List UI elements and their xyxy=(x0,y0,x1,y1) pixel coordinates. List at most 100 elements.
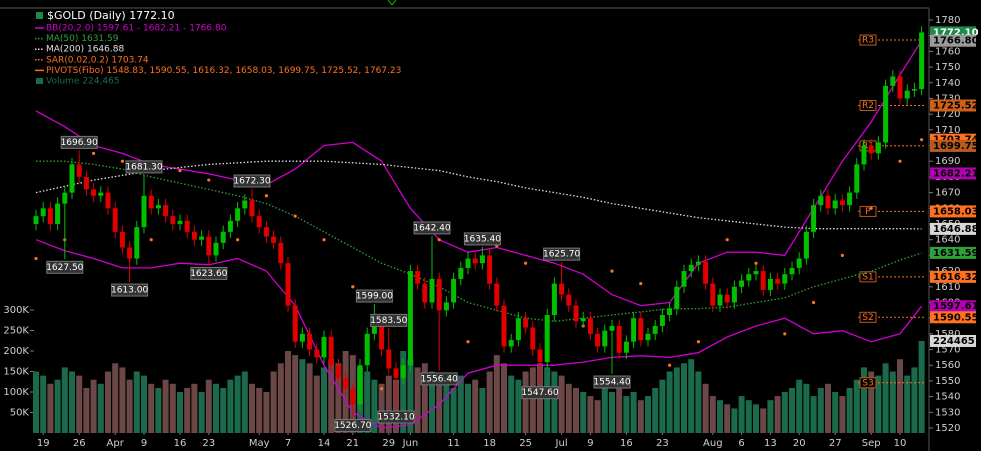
volume-bar xyxy=(911,367,918,433)
x-tick-label: 7 xyxy=(285,438,291,449)
candle-body xyxy=(559,283,565,295)
volume-bar xyxy=(421,363,428,433)
sar-dot xyxy=(898,159,902,163)
volume-bar xyxy=(666,371,673,433)
pivot-label-box xyxy=(859,205,877,217)
price-tag xyxy=(930,99,976,112)
volume-bar xyxy=(897,359,903,433)
volume-bar xyxy=(385,375,392,433)
sar-dot xyxy=(207,178,211,182)
volume-bar xyxy=(105,371,111,433)
candle-body xyxy=(386,349,392,369)
sar-dot xyxy=(668,363,672,367)
candle-body xyxy=(465,258,471,268)
candle-body xyxy=(890,76,896,86)
volume-bar xyxy=(400,351,407,433)
volume-bar xyxy=(213,383,219,433)
y-tick-label: 1750 xyxy=(935,62,960,73)
candle-body xyxy=(825,195,831,209)
volume-bar xyxy=(645,396,651,433)
volume-bar xyxy=(191,383,198,433)
candle-body xyxy=(494,283,500,306)
candle-body xyxy=(904,90,910,99)
y-tick-label: 1540 xyxy=(935,392,960,403)
candle-body xyxy=(220,231,226,243)
volume-bar xyxy=(558,375,565,433)
candle-body xyxy=(321,336,327,358)
volume-bar xyxy=(270,371,277,433)
candle-body xyxy=(832,200,838,209)
candle-body xyxy=(739,280,745,287)
volume-bar xyxy=(148,383,155,433)
candle-body xyxy=(551,283,557,316)
candle-body xyxy=(487,255,493,284)
sar-dot xyxy=(437,238,441,242)
annotation: 1554.40 xyxy=(593,378,630,388)
candle-body xyxy=(177,220,183,224)
annotation-box xyxy=(355,289,393,303)
sar-dot xyxy=(696,340,701,344)
volume-bar xyxy=(112,363,119,433)
candle-body xyxy=(379,326,385,350)
price-tag xyxy=(930,311,976,324)
volume-bar xyxy=(47,383,54,433)
x-tick-label: 18 xyxy=(483,438,496,449)
volume-bar xyxy=(33,371,39,433)
y2-tick-label: 50K xyxy=(10,408,30,419)
bb-lower xyxy=(35,239,923,429)
x-tick-label: 16 xyxy=(620,438,633,449)
volume-bar xyxy=(227,379,234,433)
volume-bar xyxy=(774,396,781,433)
y-tick-label: 1760 xyxy=(935,46,960,57)
sar-dot xyxy=(380,387,384,391)
candle-body xyxy=(98,192,104,196)
annotation: 1625.70 xyxy=(543,250,580,260)
sar-dot xyxy=(869,206,873,210)
volume-bar xyxy=(501,363,507,433)
sar-dot xyxy=(812,300,816,305)
candle-body xyxy=(343,377,349,389)
candle-body xyxy=(659,315,665,326)
candle-body xyxy=(141,195,147,228)
volume-bar xyxy=(789,387,795,433)
sar-dot xyxy=(610,269,614,273)
candle-body xyxy=(62,192,68,204)
volume-bar xyxy=(745,400,752,433)
annotation: 1547.60 xyxy=(521,388,558,398)
volume-bar xyxy=(882,363,889,433)
x-tick-label: 10 xyxy=(894,438,907,449)
candle-body xyxy=(544,315,550,363)
candle-body xyxy=(393,368,399,378)
x-tick-label: 23 xyxy=(202,438,215,449)
price-tag xyxy=(930,139,976,152)
volume-bar xyxy=(702,383,709,433)
volume-bar xyxy=(465,383,471,433)
annotation-box xyxy=(233,174,271,188)
pivot-label: R3 xyxy=(862,36,874,46)
pivot-label-box xyxy=(859,99,877,111)
candle-body xyxy=(501,305,507,347)
candle-body xyxy=(335,365,341,378)
candle-body xyxy=(587,318,593,334)
candle-body xyxy=(710,283,716,306)
volume-bar xyxy=(40,375,47,433)
volume-bar xyxy=(83,387,90,433)
annotation: 1599.00 xyxy=(356,292,393,302)
candle-body xyxy=(573,305,579,322)
volume-bar xyxy=(450,387,457,433)
volume-bar xyxy=(544,367,551,433)
candle-body xyxy=(307,333,313,350)
x-tick-label: Jul xyxy=(555,438,568,449)
sar-dot xyxy=(264,194,268,198)
candle-body xyxy=(429,278,435,303)
volume-bar xyxy=(292,355,299,433)
x-tick-label: 29 xyxy=(382,438,395,449)
volume-bar xyxy=(717,400,723,433)
y-tick-label: 1780 xyxy=(935,15,960,26)
candle-body xyxy=(263,227,269,237)
volume-bar xyxy=(414,367,421,433)
x-tick-label: 26 xyxy=(73,438,86,449)
x-tick-label: 11 xyxy=(447,438,460,449)
candle-body xyxy=(854,164,860,193)
volume-bar xyxy=(407,359,414,433)
